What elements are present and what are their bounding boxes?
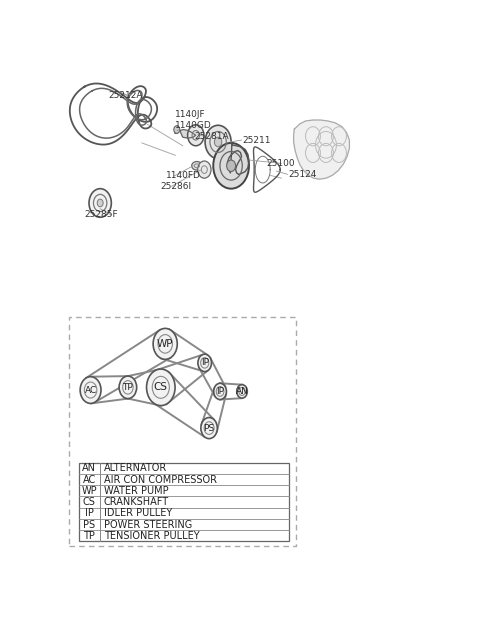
Text: WP: WP bbox=[157, 339, 173, 349]
Circle shape bbox=[198, 354, 212, 371]
Text: WATER PUMP: WATER PUMP bbox=[104, 486, 168, 496]
Text: AN: AN bbox=[83, 464, 96, 474]
Polygon shape bbox=[175, 126, 178, 133]
Text: ALTERNATOR: ALTERNATOR bbox=[104, 464, 167, 474]
Ellipse shape bbox=[192, 162, 202, 170]
Circle shape bbox=[89, 189, 111, 217]
Text: CS: CS bbox=[154, 383, 168, 392]
Circle shape bbox=[227, 160, 236, 171]
Text: IP: IP bbox=[216, 387, 224, 396]
Text: PS: PS bbox=[84, 519, 96, 529]
Text: 1140GD: 1140GD bbox=[175, 121, 212, 130]
Text: IP: IP bbox=[201, 358, 209, 368]
Text: 25281A: 25281A bbox=[194, 132, 228, 141]
Text: 25212A: 25212A bbox=[108, 91, 143, 100]
Polygon shape bbox=[294, 120, 349, 179]
Circle shape bbox=[146, 369, 175, 405]
Circle shape bbox=[188, 125, 204, 145]
Circle shape bbox=[201, 418, 217, 439]
Circle shape bbox=[237, 384, 247, 398]
Circle shape bbox=[153, 329, 177, 359]
Text: 25124: 25124 bbox=[288, 170, 316, 179]
Circle shape bbox=[213, 143, 249, 189]
Text: AC: AC bbox=[84, 386, 96, 394]
Text: IDLER PULLEY: IDLER PULLEY bbox=[104, 508, 172, 518]
Polygon shape bbox=[180, 129, 196, 138]
Text: 25211: 25211 bbox=[242, 136, 271, 145]
Circle shape bbox=[214, 383, 227, 399]
Circle shape bbox=[174, 126, 180, 133]
Text: AIR CON COMPRESSOR: AIR CON COMPRESSOR bbox=[104, 475, 217, 485]
Circle shape bbox=[97, 199, 103, 207]
Text: POWER STEERING: POWER STEERING bbox=[104, 519, 192, 529]
Circle shape bbox=[198, 161, 211, 178]
Text: 25286I: 25286I bbox=[160, 182, 192, 191]
Polygon shape bbox=[228, 145, 249, 175]
Text: 25285F: 25285F bbox=[84, 210, 118, 219]
Text: PS: PS bbox=[204, 423, 215, 433]
Text: TENSIONER PULLEY: TENSIONER PULLEY bbox=[104, 530, 200, 541]
Circle shape bbox=[205, 125, 231, 158]
Text: TP: TP bbox=[122, 383, 133, 392]
Bar bbox=[79, 463, 289, 542]
Text: 25100: 25100 bbox=[266, 159, 295, 168]
Text: 1140FD: 1140FD bbox=[166, 171, 201, 180]
Text: TP: TP bbox=[84, 530, 96, 541]
Circle shape bbox=[80, 377, 101, 404]
Text: IP: IP bbox=[85, 508, 94, 518]
Circle shape bbox=[119, 376, 137, 399]
Text: AC: AC bbox=[83, 475, 96, 485]
Text: CRANKSHAFT: CRANKSHAFT bbox=[104, 497, 169, 507]
Text: AN: AN bbox=[236, 387, 249, 396]
Text: CS: CS bbox=[83, 497, 96, 507]
Text: WP: WP bbox=[82, 486, 97, 496]
Circle shape bbox=[215, 137, 222, 147]
Text: 1140JF: 1140JF bbox=[175, 110, 206, 119]
